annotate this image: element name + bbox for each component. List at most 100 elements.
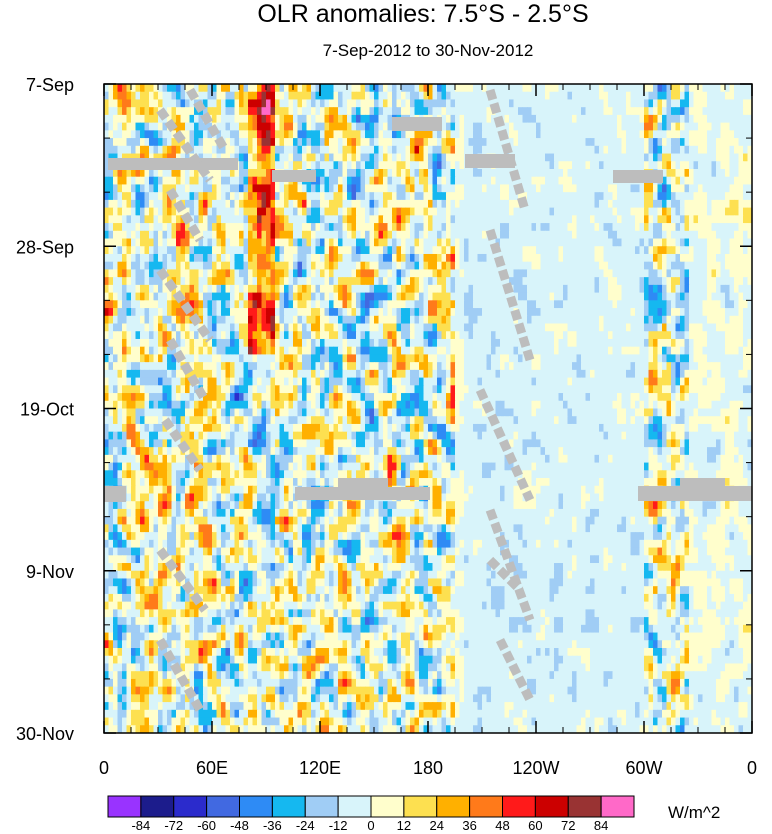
field-cell [365, 207, 371, 216]
field-cell [648, 199, 654, 209]
field-cell [158, 300, 164, 309]
field-cell [306, 300, 312, 309]
field-cell [459, 246, 465, 255]
field-cell [684, 114, 690, 124]
field-cell [392, 107, 398, 116]
field-cell [410, 253, 416, 263]
field-cell [387, 153, 393, 162]
field-cell [653, 338, 659, 348]
field-cell [360, 184, 366, 193]
field-cell [671, 107, 677, 116]
field-cell [567, 315, 573, 325]
field-cell [252, 138, 258, 147]
field-cell [212, 138, 218, 147]
field-cell [509, 138, 515, 147]
field-cell [257, 114, 263, 124]
field-cell [320, 284, 326, 294]
field-cell [342, 192, 348, 201]
field-cell [477, 292, 483, 301]
field-cell [689, 161, 695, 170]
field-cell [369, 284, 375, 294]
field-cell [288, 215, 294, 224]
field-cell [729, 114, 735, 124]
field-cell [630, 261, 636, 271]
field-cell [405, 292, 411, 301]
field-cell [716, 122, 722, 131]
field-cell [113, 253, 119, 263]
field-cell [248, 238, 254, 247]
field-cell [428, 253, 434, 263]
field-cell [437, 145, 443, 155]
field-cell [140, 199, 146, 209]
field-cell [234, 199, 240, 209]
field-cell [261, 114, 267, 124]
field-cell [671, 91, 677, 101]
field-cell [405, 261, 411, 271]
field-cell [662, 261, 668, 271]
field-cell [315, 153, 321, 162]
field-cell [153, 184, 159, 193]
field-cell [563, 153, 569, 162]
field-cell [194, 176, 200, 186]
field-cell [257, 199, 263, 209]
field-cell [441, 215, 447, 224]
field-cell [558, 130, 564, 139]
field-cell [356, 223, 362, 232]
field-cell [576, 323, 582, 332]
field-cell [320, 192, 326, 201]
field-cell [725, 99, 731, 108]
field-cell [167, 91, 173, 101]
field-cell [401, 91, 407, 101]
field-cell [122, 168, 128, 178]
field-cell [369, 84, 375, 93]
field-cell [698, 107, 704, 116]
field-cell [662, 184, 668, 193]
field-cell [441, 114, 447, 124]
field-cell [567, 215, 573, 224]
field-cell [311, 153, 317, 162]
field-cell [293, 122, 299, 131]
field-cell [662, 153, 668, 162]
field-cell [338, 138, 344, 147]
field-cell [725, 130, 731, 139]
field-cell [329, 308, 335, 317]
field-cell [104, 122, 110, 131]
field-cell [369, 161, 375, 170]
field-cell [513, 215, 519, 224]
field-cell [230, 84, 236, 93]
field-cell [576, 161, 582, 170]
field-cell [617, 331, 623, 340]
field-cell [131, 338, 137, 348]
field-cell [500, 207, 506, 216]
field-cell [315, 292, 321, 301]
field-cell [405, 215, 411, 224]
field-cell [468, 84, 474, 93]
field-cell [194, 138, 200, 147]
field-cell [239, 331, 245, 340]
field-cell [374, 277, 380, 286]
field-cell [482, 277, 488, 286]
field-cell [612, 184, 618, 193]
field-cell [333, 215, 339, 224]
field-cell [522, 223, 528, 232]
field-cell [666, 223, 672, 232]
field-cell [347, 84, 353, 93]
field-cell [347, 323, 353, 332]
field-cell [401, 230, 407, 240]
field-cell [486, 145, 492, 155]
field-cell [734, 284, 740, 294]
field-cell [234, 346, 240, 356]
field-cell [198, 277, 204, 286]
field-cell [644, 99, 650, 108]
field-cell [747, 238, 752, 247]
field-cell [405, 168, 411, 178]
field-cell [612, 246, 618, 255]
field-cell [108, 331, 114, 340]
field-cell [603, 207, 609, 216]
field-cell [738, 261, 744, 271]
field-cell [293, 223, 299, 232]
field-cell [185, 230, 191, 240]
field-cell [747, 145, 752, 155]
field-cell [428, 84, 434, 93]
field-cell [747, 261, 752, 271]
